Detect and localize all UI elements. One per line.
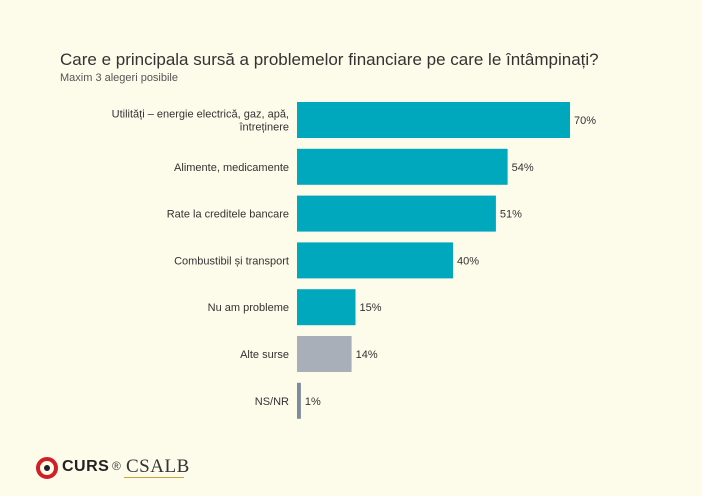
category-label-5-line-0: Alte surse [240,349,289,361]
category-label-1: Alimente, medicamente [174,162,289,174]
category-label-0-line-1: întreținere [238,122,289,134]
value-label-0: 70% [574,115,596,127]
bar-6 [297,382,301,419]
value-label-4: 15% [360,302,382,314]
bar-5 [297,336,352,372]
category-label-2-line-0: Rate la creditele bancare [167,209,289,221]
category-label-2: Rate la creditele bancare [167,209,289,221]
category-label-4: Nu am probleme [208,302,289,314]
bar-1 [297,148,508,185]
value-label-1: 54% [512,162,534,174]
csalb-logo-text: CSALB [126,456,190,477]
bar-2 [297,195,496,232]
category-label-5: Alte surse [240,349,289,361]
logos: CURS ® CSALB [36,455,196,481]
category-label-4-line-0: Nu am probleme [208,302,289,314]
category-label-0: Utilități – energie electrică, gaz, apă,… [112,109,289,134]
category-label-1-line-0: Alimente, medicamente [174,162,289,174]
category-label-6: NS/NR [255,396,289,408]
value-label-6: 1% [305,396,321,408]
curs-logo-icon [36,457,58,479]
value-label-3: 40% [457,255,479,267]
category-label-6-line-0: NS/NR [255,396,289,408]
chart-title: Care e principala sursă a problemelor fi… [60,50,599,69]
chart-subtitle: Maxim 3 alegeri posibile [60,72,178,84]
csalb-logo-underline [124,477,184,478]
bar-3 [297,242,453,279]
registered-mark: ® [112,459,121,473]
category-label-3: Combustibil și transport [174,255,289,267]
value-label-2: 51% [500,209,522,221]
category-label-0-line-0: Utilități – energie electrică, gaz, apă, [112,109,289,121]
value-label-5: 14% [356,349,378,361]
bar-4 [297,289,356,326]
bar-0 [297,102,570,138]
curs-logo-text: CURS [62,458,110,475]
category-label-3-line-0: Combustibil și transport [174,255,289,267]
